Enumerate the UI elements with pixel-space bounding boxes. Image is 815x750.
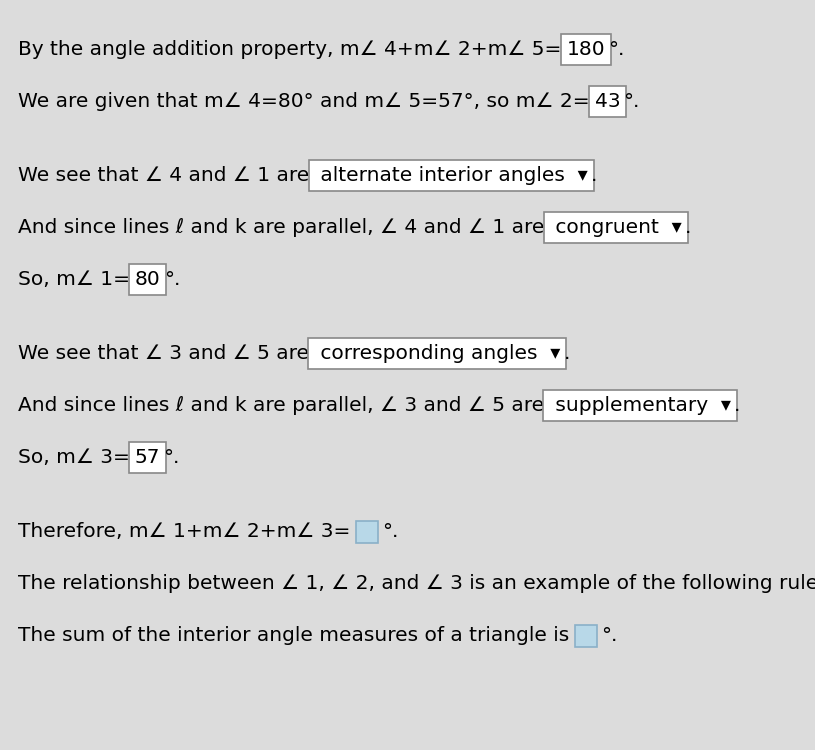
Text: By the angle addition property, m∠ 4+m∠ 2+m∠ 5=: By the angle addition property, m∠ 4+m∠ … xyxy=(18,40,562,59)
Text: alternate interior angles  ▾: alternate interior angles ▾ xyxy=(315,166,588,185)
Text: °.: °. xyxy=(608,40,624,59)
Text: °.: °. xyxy=(601,626,618,645)
Text: We are given that m∠ 4=80° and m∠ 5=57°, so m∠ 2=: We are given that m∠ 4=80° and m∠ 5=57°,… xyxy=(18,92,589,111)
Text: And since lines ℓ and k are parallel, ∠ 3 and ∠ 5 are: And since lines ℓ and k are parallel, ∠ … xyxy=(18,396,544,415)
Text: Therefore, m∠ 1+m∠ 2+m∠ 3=: Therefore, m∠ 1+m∠ 2+m∠ 3= xyxy=(18,522,350,541)
Text: 57: 57 xyxy=(134,448,161,467)
Text: °.: °. xyxy=(163,448,180,467)
Text: supplementary  ▾: supplementary ▾ xyxy=(549,396,731,415)
Text: So, m∠ 3=: So, m∠ 3= xyxy=(18,448,130,467)
Text: .: . xyxy=(734,396,741,415)
Text: °.: °. xyxy=(623,92,640,111)
Text: .: . xyxy=(563,344,570,363)
Text: °.: °. xyxy=(164,270,180,289)
Text: We see that ∠ 4 and ∠ 1 are: We see that ∠ 4 and ∠ 1 are xyxy=(18,166,309,185)
Text: °.: °. xyxy=(382,522,399,541)
Text: congruent  ▾: congruent ▾ xyxy=(549,218,682,237)
Text: We see that ∠ 3 and ∠ 5 are: We see that ∠ 3 and ∠ 5 are xyxy=(18,344,309,363)
Text: 80: 80 xyxy=(135,270,161,289)
Text: So, m∠ 1=: So, m∠ 1= xyxy=(18,270,130,289)
Text: And since lines ℓ and k are parallel, ∠ 4 and ∠ 1 are: And since lines ℓ and k are parallel, ∠ … xyxy=(18,218,544,237)
Text: .: . xyxy=(685,218,691,237)
Text: The sum of the interior angle measures of a triangle is: The sum of the interior angle measures o… xyxy=(18,626,569,645)
Bar xyxy=(356,520,378,542)
Text: The relationship between ∠ 1, ∠ 2, and ∠ 3 is an example of the following rule.: The relationship between ∠ 1, ∠ 2, and ∠… xyxy=(18,574,815,593)
Bar xyxy=(575,625,597,646)
Text: 180: 180 xyxy=(566,40,605,59)
Text: corresponding angles  ▾: corresponding angles ▾ xyxy=(314,344,561,363)
Text: 43: 43 xyxy=(595,92,620,111)
Text: .: . xyxy=(591,166,597,185)
